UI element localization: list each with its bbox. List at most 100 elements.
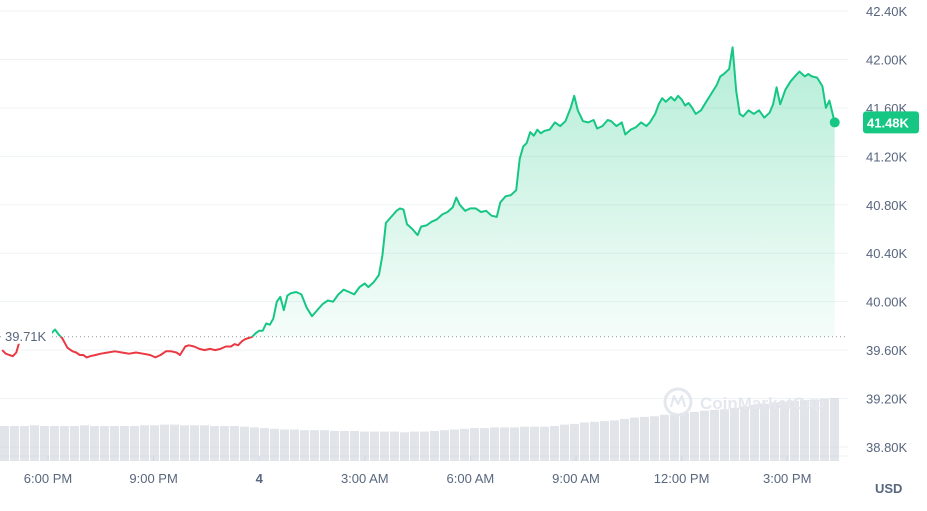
open-price-label-text: 39.71K — [5, 329, 47, 344]
currency-unit-label: USD — [875, 481, 902, 496]
volume-bar — [490, 427, 499, 461]
x-tick-label: 4 — [256, 471, 264, 486]
volume-bar — [790, 400, 799, 461]
y-tick-label: 42.40K — [866, 4, 908, 19]
volume-bar — [130, 426, 139, 461]
volume-bar — [510, 427, 519, 461]
volume-bar — [50, 426, 59, 461]
x-tick-label: 3:00 AM — [341, 471, 389, 486]
coinmarketcap-logo-mark — [669, 394, 687, 408]
volume-bar — [740, 406, 749, 461]
x-tick-label: 6:00 AM — [447, 471, 495, 486]
volume-bar — [300, 430, 309, 461]
volume-bar — [640, 416, 649, 461]
x-tick-label: 9:00 PM — [129, 471, 177, 486]
volume-bar — [320, 430, 329, 461]
price-area-fill — [21, 47, 835, 337]
y-tick-label: 42.00K — [866, 52, 908, 67]
x-tick-label: 9:00 AM — [552, 471, 600, 486]
volume-bar — [390, 431, 399, 461]
volume-bar — [40, 426, 49, 461]
volume-bar — [690, 412, 699, 461]
volume-bar — [430, 430, 439, 461]
volume-bar — [190, 425, 199, 461]
volume-bar — [710, 409, 719, 461]
x-tick-label: 3:00 PM — [763, 471, 811, 486]
volume-bar — [580, 422, 589, 461]
volume-bar — [240, 426, 249, 461]
volume-bar — [90, 426, 99, 461]
coinmarketcap-logo-icon — [663, 387, 693, 417]
volume-bar — [760, 403, 769, 461]
volume-bar — [340, 430, 349, 461]
volume-bar — [500, 427, 509, 461]
volume-bar — [290, 429, 299, 461]
volume-bar — [30, 425, 39, 461]
volume-bar — [770, 402, 779, 461]
volume-bar — [680, 412, 689, 461]
open-price-label: 39.71K — [2, 327, 52, 344]
volume-bar — [410, 431, 419, 461]
volume-bars — [0, 398, 839, 461]
coinmarketcap-watermark: CoinMarketCap — [663, 387, 825, 417]
volume-bar — [220, 426, 229, 461]
y-tick-label: 40.00K — [866, 295, 908, 310]
x-tick-label: 12:00 PM — [654, 471, 710, 486]
volume-bar — [520, 426, 529, 461]
volume-bar — [570, 423, 579, 461]
volume-bar — [310, 430, 319, 461]
volume-bar — [150, 425, 159, 461]
volume-bar — [360, 431, 369, 461]
last-price-badge: 41.48K — [863, 111, 919, 134]
y-tick-label: 40.40K — [866, 246, 908, 261]
volume-bar — [450, 429, 459, 461]
volume-bar — [0, 426, 9, 461]
volume-bar — [590, 421, 599, 461]
y-tick-label: 38.80K — [866, 440, 908, 455]
volume-bar — [460, 428, 469, 461]
volume-bar — [780, 401, 789, 461]
x-tick-label: 6:00 PM — [24, 471, 72, 486]
volume-bar — [380, 431, 389, 461]
volume-bar — [630, 417, 639, 461]
volume-bar — [400, 432, 409, 461]
volume-bar — [100, 426, 109, 461]
volume-bar — [10, 426, 19, 461]
volume-bar — [470, 428, 479, 461]
volume-bar — [650, 416, 659, 461]
volume-bar — [140, 425, 149, 461]
y-tick-label: 39.60K — [866, 343, 908, 358]
volume-bar — [730, 407, 739, 461]
last-price-badge-bg — [863, 111, 919, 134]
price-line-above-open — [20, 46, 836, 337]
volume-bar — [440, 430, 449, 461]
volume-bar — [420, 431, 429, 461]
volume-bar — [110, 426, 119, 461]
volume-bar — [660, 414, 669, 461]
volume-bar — [170, 424, 179, 461]
volume-bar — [670, 413, 679, 461]
volume-bar — [810, 399, 819, 461]
volume-bar — [830, 398, 839, 461]
volume-bar — [480, 428, 489, 461]
volume-bar — [330, 430, 339, 461]
volume-bar — [600, 421, 609, 461]
volume-bar — [800, 400, 809, 461]
volume-bar — [750, 405, 759, 461]
last-price-badge-text: 41.48K — [867, 115, 910, 130]
price-line-below-open — [1, 336, 254, 359]
volume-bar — [160, 424, 169, 461]
volume-bar — [20, 426, 29, 461]
volume-bar — [610, 420, 619, 461]
volume-bar — [280, 429, 289, 461]
open-price-label-bg — [2, 327, 52, 344]
y-axis-ticks: 42.40K42.00K41.60K41.20K40.80K40.40K40.0… — [866, 4, 908, 455]
x-axis-ticks: 6:00 PM 9:00 PM 4 3:00 AM 6:00 AM 9:00 AM 12:0… — [24, 456, 811, 486]
volume-bar — [200, 425, 209, 461]
volume-bar — [210, 426, 219, 461]
volume-bar — [260, 428, 269, 461]
volume-bar — [60, 426, 69, 461]
volume-bar — [820, 398, 829, 461]
